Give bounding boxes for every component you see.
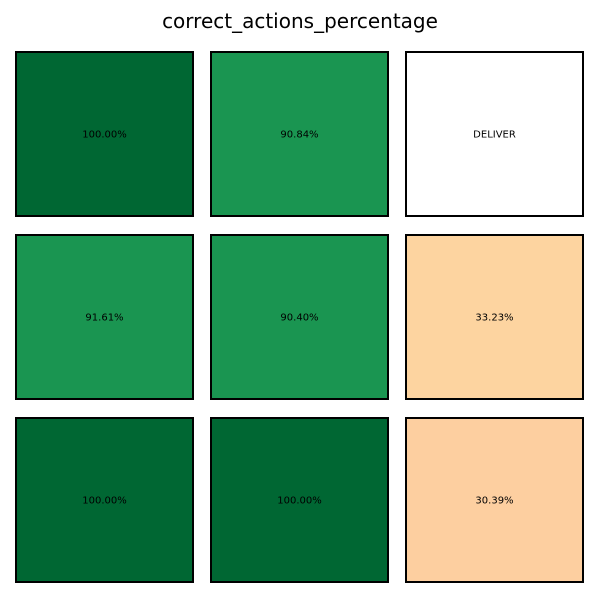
heatmap-cell-rect (405, 51, 584, 217)
heatmap-cell: 33.23% (405, 234, 584, 400)
heatmap-cells: 100.00% 90.84% DELIVER 91.61% 90.40% 33.23% 10… (15, 51, 584, 583)
heatmap-cell: DELIVER (405, 51, 584, 217)
heatmap-cell: 90.84% (210, 51, 389, 217)
heatmap-cell: 91.61% (15, 234, 194, 400)
heatmap-cell-rect (15, 417, 194, 583)
heatmap-cell: 30.39% (405, 417, 584, 583)
chart-title: correct_actions_percentage (162, 9, 438, 33)
heatmap-cell: 100.00% (15, 51, 194, 217)
heatmap-cell-rect (210, 234, 389, 400)
heatmap-cell-label: 100.00% (82, 496, 127, 507)
heatmap-cell-rect (210, 51, 389, 217)
heatmap-cell: 100.00% (210, 417, 389, 583)
heatmap-cell-label: DELIVER (473, 130, 516, 141)
heatmap-cell-rect (405, 417, 584, 583)
heatmap-cell-rect (15, 234, 194, 400)
heatmap-cell-rect (405, 234, 584, 400)
heatmap-cell: 100.00% (15, 417, 194, 583)
heatmap-cell: 90.40% (210, 234, 389, 400)
heatmap-cell-rect (210, 417, 389, 583)
heatmap-cell-label: 100.00% (277, 496, 322, 507)
heatmap-cell-label: 30.39% (475, 496, 513, 507)
heatmap-cell-label: 33.23% (475, 313, 513, 324)
heatmap-cell-label: 100.00% (82, 130, 127, 141)
heatmap-cell-label: 90.40% (280, 313, 318, 324)
heatmap-cell-label: 91.61% (85, 313, 123, 324)
heatmap-cell-label: 90.84% (280, 130, 318, 141)
heatmap-cell-rect (15, 51, 194, 217)
